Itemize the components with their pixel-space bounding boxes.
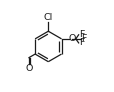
Text: F: F (80, 34, 86, 43)
Text: O: O (26, 64, 33, 73)
Text: F: F (78, 30, 84, 39)
Text: F: F (78, 38, 84, 47)
Text: Cl: Cl (43, 13, 52, 22)
Text: O: O (68, 34, 75, 43)
